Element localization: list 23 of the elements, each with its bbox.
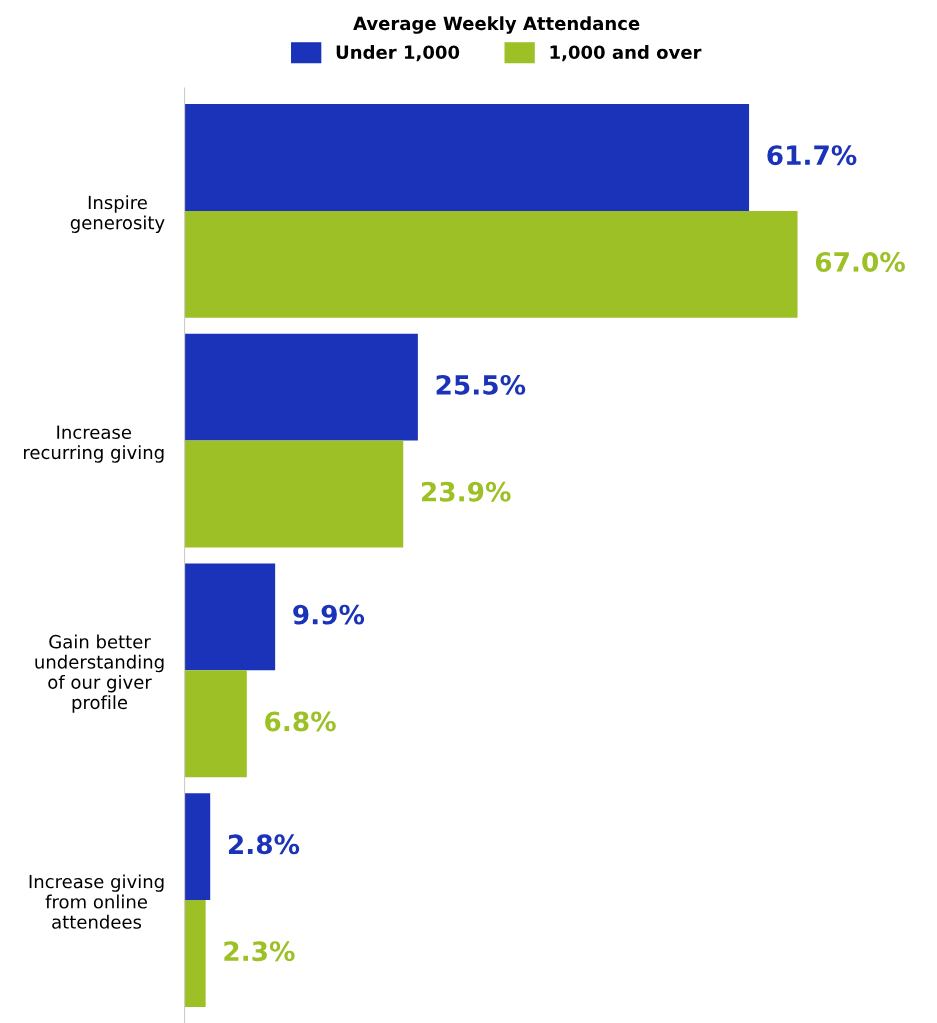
data-label: 61.7% [767,145,857,166]
bar [184,900,206,1007]
data-label: 2.3% [224,941,295,962]
y-tick-label: Inspire generosity [70,195,165,233]
bar [184,104,750,211]
data-label: 67.0% [815,252,905,272]
data-label: 2.8% [228,834,300,855]
bar [184,333,418,441]
legend-title: Average Weekly Attendance [353,16,640,34]
bar [184,670,247,778]
data-label: 9.9% [293,604,365,625]
data-label: 23.9% [421,481,511,502]
bar [184,440,404,548]
bar [184,793,211,901]
y-tick-label: Gain better understanding of our giver profile [35,634,164,713]
y-tick-label: Increase giving from online attendees [29,874,164,929]
bar [184,210,798,318]
legend-label: 1,000 and over [550,45,702,62]
data-label: 6.8% [265,711,336,732]
data-label: 25.5% [436,374,526,395]
bar [184,563,276,671]
y-tick-label: Increase recurring giving [24,425,164,463]
legend-label: Under 1,000 [336,45,460,62]
